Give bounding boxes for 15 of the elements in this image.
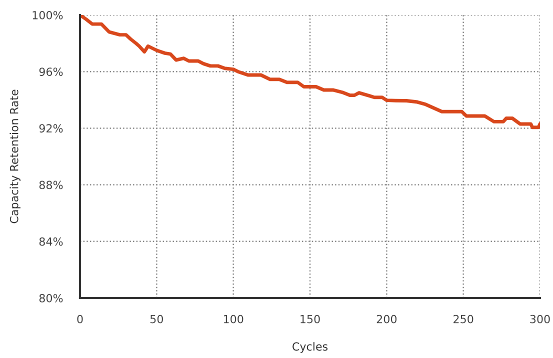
y-tick-label: 96% <box>39 68 63 76</box>
y-tick-label: 100% <box>32 10 63 20</box>
x-tick-label: 250 <box>454 314 474 324</box>
y-tick-label: 88% <box>39 180 63 190</box>
x-tick-label: 300 <box>530 314 550 324</box>
y-tick-label: 80% <box>39 294 63 302</box>
x-axis-title: Cycles <box>292 342 328 353</box>
x-tick-label: 50 <box>150 314 163 324</box>
x-tick-label: 0 <box>77 314 83 324</box>
y-tick-label: 92% <box>39 124 63 133</box>
y-axis-title: Capacity Retention Rate <box>10 90 20 224</box>
x-tick-label: 200 <box>376 314 397 324</box>
x-tick-label: 100 <box>224 314 244 324</box>
x-tick-label: 150 <box>300 314 320 324</box>
y-tick-label: 84% <box>39 237 63 246</box>
